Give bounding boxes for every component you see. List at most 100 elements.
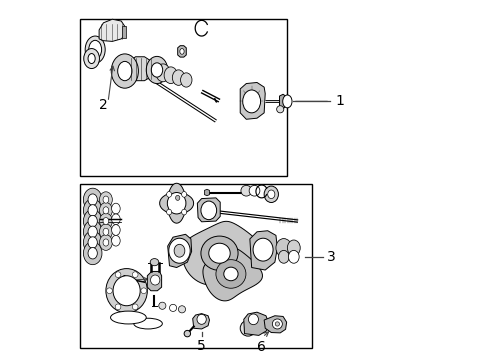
Ellipse shape [83,199,102,222]
Polygon shape [147,271,162,291]
Ellipse shape [103,196,108,203]
Ellipse shape [276,106,283,113]
Polygon shape [204,189,209,196]
Ellipse shape [181,192,186,197]
Ellipse shape [197,314,206,324]
Ellipse shape [83,220,102,243]
Ellipse shape [132,272,138,278]
Ellipse shape [248,185,259,196]
Polygon shape [244,312,268,336]
Text: 6: 6 [257,340,265,354]
Polygon shape [192,314,209,329]
Bar [122,26,125,38]
Ellipse shape [106,269,147,313]
Ellipse shape [267,190,274,199]
Ellipse shape [174,244,184,257]
Ellipse shape [88,215,97,227]
Polygon shape [240,82,264,119]
Ellipse shape [164,67,177,84]
Ellipse shape [244,325,251,332]
Ellipse shape [99,203,112,218]
Ellipse shape [201,201,216,220]
Ellipse shape [178,306,185,313]
Ellipse shape [241,185,251,196]
Ellipse shape [159,302,165,309]
Ellipse shape [111,214,120,225]
Ellipse shape [106,288,112,294]
Text: 3: 3 [326,250,335,264]
Ellipse shape [150,275,160,285]
Polygon shape [197,198,220,222]
Ellipse shape [88,194,97,205]
Ellipse shape [166,209,171,215]
Ellipse shape [240,320,255,336]
Ellipse shape [88,226,97,238]
Polygon shape [177,46,186,57]
Ellipse shape [150,258,159,266]
Ellipse shape [166,192,171,197]
Ellipse shape [88,40,102,59]
Ellipse shape [99,213,112,229]
Ellipse shape [175,195,180,201]
Text: 1: 1 [335,94,344,108]
Ellipse shape [83,210,102,233]
Ellipse shape [201,236,238,270]
Ellipse shape [242,90,260,113]
Ellipse shape [275,322,279,326]
Ellipse shape [272,319,282,329]
Bar [80,184,312,348]
Ellipse shape [288,250,299,263]
Ellipse shape [264,186,278,203]
Polygon shape [128,57,153,81]
Ellipse shape [83,188,102,211]
Ellipse shape [224,267,238,281]
Polygon shape [249,231,277,270]
Ellipse shape [132,304,138,310]
Ellipse shape [208,243,230,263]
Ellipse shape [111,203,120,214]
Ellipse shape [103,228,108,235]
Ellipse shape [253,238,272,261]
Polygon shape [99,19,124,41]
Ellipse shape [146,57,167,84]
Ellipse shape [103,239,108,246]
Ellipse shape [113,276,140,306]
Ellipse shape [88,248,97,259]
Text: 5: 5 [197,339,205,353]
Ellipse shape [216,260,245,288]
Ellipse shape [88,54,95,64]
Text: 2: 2 [99,98,107,112]
Polygon shape [182,221,264,285]
Polygon shape [264,316,286,333]
Ellipse shape [180,73,192,87]
Ellipse shape [248,314,258,325]
Ellipse shape [181,209,186,215]
Ellipse shape [99,192,112,207]
Bar [80,19,287,176]
Ellipse shape [180,49,184,54]
Ellipse shape [83,242,102,265]
Ellipse shape [83,231,102,254]
Ellipse shape [151,63,163,77]
Ellipse shape [115,304,121,310]
Ellipse shape [278,250,288,263]
Ellipse shape [88,237,97,248]
Polygon shape [279,94,285,109]
Ellipse shape [156,64,170,82]
Ellipse shape [99,235,112,250]
Ellipse shape [184,330,190,337]
Ellipse shape [103,217,108,225]
Ellipse shape [103,207,108,214]
Ellipse shape [134,318,162,329]
Ellipse shape [287,240,300,256]
Ellipse shape [275,239,291,257]
Ellipse shape [167,193,185,214]
Ellipse shape [111,225,120,235]
Ellipse shape [85,36,105,63]
Ellipse shape [172,70,184,85]
Polygon shape [203,248,262,301]
Ellipse shape [110,311,146,324]
Ellipse shape [141,288,146,294]
Ellipse shape [111,235,120,246]
Ellipse shape [118,62,132,81]
